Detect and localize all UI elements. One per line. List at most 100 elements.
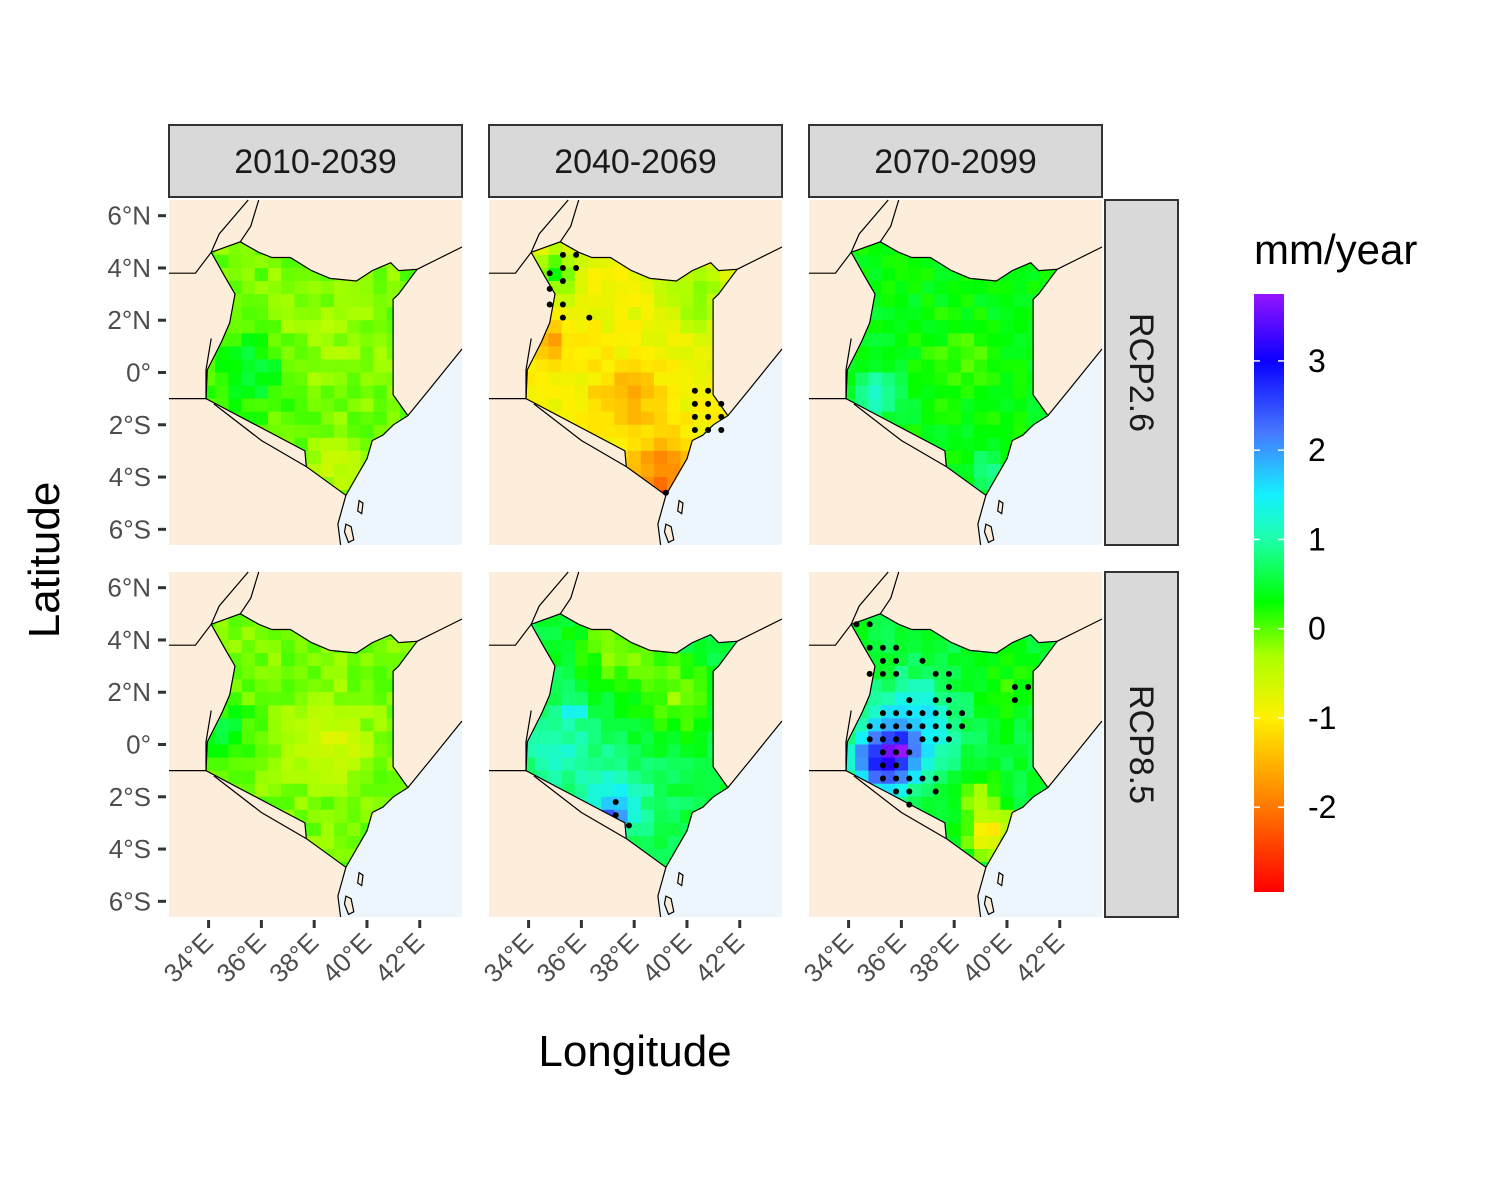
heatmap-cell	[228, 333, 243, 347]
heatmap-cell	[526, 757, 536, 772]
heatmap-cell	[1000, 385, 1015, 400]
neighbour-border	[337, 867, 347, 918]
heatmap-cell	[373, 653, 388, 667]
heatmap-cell	[373, 640, 388, 654]
heatmap-cell	[974, 437, 988, 452]
heatmap-cell	[921, 294, 935, 308]
heatmap-cell	[588, 333, 602, 347]
heatmap-cell	[960, 705, 975, 719]
heatmap-cell	[268, 653, 282, 667]
heatmap-cell	[320, 783, 335, 798]
heatmap-cell	[614, 718, 629, 733]
ocean-area	[977, 721, 1102, 917]
heatmap-cell	[868, 346, 883, 361]
heatmap-cell	[640, 294, 655, 308]
heatmap-cell	[960, 744, 975, 759]
island	[983, 523, 995, 544]
heatmap-cell	[627, 705, 642, 719]
significance-dot	[705, 400, 712, 407]
y-tick-label: 2°N	[107, 305, 151, 335]
heatmap-cell	[347, 346, 361, 361]
heatmap-cell	[373, 346, 388, 361]
heatmap-cell	[228, 692, 243, 706]
colorbar-tick-label: 2	[1308, 432, 1326, 468]
heatmap-cell	[241, 653, 256, 667]
heatmap-cell	[228, 385, 243, 400]
significance-dot	[1011, 697, 1018, 704]
heatmap-cell	[868, 718, 883, 733]
heatmap-cell	[654, 666, 668, 680]
heatmap-cell	[960, 679, 975, 693]
heatmap-cell	[241, 744, 256, 759]
column-strip-3: 2070-2099	[808, 124, 1103, 198]
y-tick-label: 6°N	[107, 573, 151, 603]
heatmap-cell	[614, 372, 629, 387]
heatmap-cell	[307, 294, 322, 308]
neighbour-border	[530, 199, 569, 253]
heatmap-cell	[1013, 757, 1028, 772]
heatmap-cell	[268, 294, 282, 308]
heatmap-cell	[667, 398, 681, 413]
significance-dot	[959, 723, 966, 730]
heatmap-cell	[680, 744, 695, 759]
significance-dot	[705, 387, 712, 394]
heatmap-cell	[307, 385, 322, 400]
heatmap-cell	[693, 757, 708, 772]
heatmap-cell	[334, 796, 348, 811]
heatmap-cell	[654, 372, 668, 387]
heatmap-cell	[640, 424, 655, 439]
x-tick-label: 38°E	[583, 927, 644, 988]
heatmap-cell	[881, 320, 896, 334]
heatmap-cell	[561, 385, 576, 400]
heatmap-cell	[640, 744, 655, 759]
significance-dot	[879, 762, 886, 769]
heatmap-cell	[894, 307, 909, 321]
heatmap-cell	[601, 640, 615, 654]
heatmap-cell	[281, 718, 295, 733]
map-panel-RCP8.5-2070-2099	[809, 571, 1103, 918]
heatmap-cell	[614, 398, 629, 413]
significance-dot	[919, 657, 926, 664]
heatmap-cell	[947, 385, 962, 400]
heatmap-cell	[601, 653, 615, 667]
heatmap-cell	[206, 372, 216, 387]
heatmap-cell	[693, 783, 708, 798]
column-label-1: 2010-2039	[234, 143, 397, 181]
heatmap-cell	[588, 705, 602, 719]
heatmap-cell	[588, 783, 602, 798]
heatmap-cell	[268, 268, 282, 282]
significance-dot	[559, 265, 566, 271]
map-panel-RCP8.5-2010-2039	[169, 571, 463, 918]
significance-dot	[932, 697, 939, 704]
heatmap-cell	[921, 320, 935, 334]
heatmap-cell	[667, 294, 681, 308]
heatmap-cell	[601, 666, 615, 680]
significance-dot	[919, 723, 926, 730]
heatmap-cell	[868, 731, 883, 746]
heatmap-cell	[281, 268, 295, 282]
significance-dot	[866, 670, 873, 677]
heatmap-cell	[228, 718, 243, 733]
heatmap-cell	[974, 424, 988, 439]
heatmap-cell	[627, 809, 642, 824]
heatmap-cell	[281, 770, 295, 785]
y-axis-title: Latitude	[20, 482, 69, 639]
heatmap-cell	[574, 333, 589, 347]
heatmap-cell	[667, 796, 681, 811]
heatmap-cell	[881, 398, 896, 413]
heatmap-cell	[561, 333, 576, 347]
heatmap-cell	[654, 346, 668, 361]
row-strip-1: RCP2.6	[1104, 199, 1179, 546]
heatmap-cell	[526, 731, 536, 746]
heatmap-cell	[347, 718, 361, 733]
neighbour-border	[853, 775, 947, 840]
heatmap-cell	[294, 268, 309, 282]
x-axis-title: Longitude	[538, 1027, 731, 1076]
heatmap-cell	[974, 346, 988, 361]
heatmap-cell	[868, 254, 883, 269]
column-strip-1: 2010-2039	[168, 124, 463, 198]
neighbour-border	[850, 199, 889, 253]
heatmap-cell	[894, 333, 909, 347]
heatmap-cell	[908, 281, 922, 295]
heatmap-cell	[974, 744, 988, 759]
